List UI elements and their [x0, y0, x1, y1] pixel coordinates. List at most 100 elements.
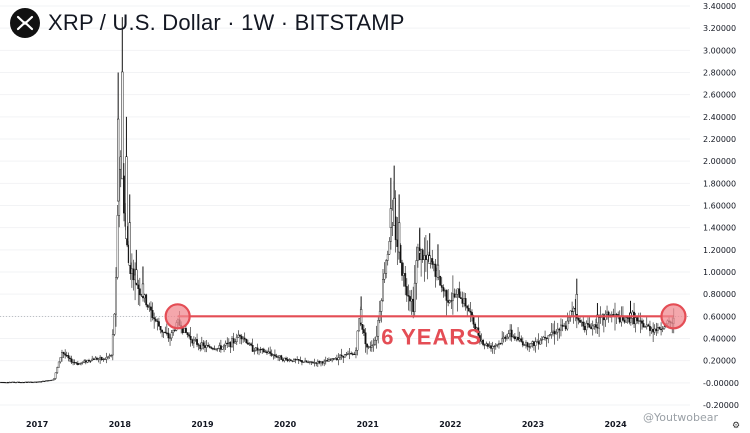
candle-body — [153, 317, 156, 320]
candle-body — [663, 326, 666, 329]
candle-body — [523, 344, 526, 346]
candle-body — [566, 320, 569, 330]
candle-body — [48, 380, 51, 382]
candle-spike-body — [121, 71, 124, 180]
candle-body — [253, 350, 256, 352]
candle-body — [197, 344, 200, 346]
candle-body — [606, 311, 608, 315]
candle-body — [424, 255, 427, 260]
candle-body — [218, 345, 221, 349]
candle-body — [661, 328, 664, 330]
candle-body — [626, 317, 629, 319]
candle-body — [348, 353, 351, 355]
candle-body — [103, 358, 106, 360]
candle-body — [339, 354, 341, 358]
candle-body — [653, 328, 656, 333]
candle-body — [45, 380, 47, 382]
candle-body — [75, 362, 78, 364]
candle-body — [385, 260, 388, 274]
candle-body — [30, 381, 33, 383]
candle-body — [509, 329, 512, 334]
candle-body — [466, 305, 469, 309]
candle-body — [350, 353, 353, 355]
candle-body — [130, 268, 133, 274]
candle-body — [192, 339, 195, 344]
candle-body — [321, 361, 324, 364]
candle-body — [277, 356, 279, 358]
candle-body — [501, 338, 504, 344]
candle-body — [504, 336, 507, 339]
candle-spike-body — [397, 222, 401, 253]
candle-body — [388, 241, 391, 255]
candle-body — [205, 345, 208, 348]
candle-body — [102, 358, 105, 361]
y-tick-label: 3.00000 — [703, 46, 736, 55]
candle-body — [247, 342, 249, 345]
candle-body — [552, 330, 554, 333]
candle-body — [542, 336, 545, 340]
candle-body — [415, 260, 418, 284]
candle-body — [221, 346, 224, 350]
candle-body — [194, 339, 197, 341]
candle-body — [69, 357, 71, 360]
candle-body — [593, 324, 596, 327]
candle-body — [116, 215, 119, 278]
candle-body — [537, 341, 540, 345]
candle-body — [313, 362, 316, 364]
candle-body — [100, 356, 103, 360]
candle-body — [329, 359, 332, 361]
candle-body — [332, 358, 335, 360]
candle-body — [215, 348, 218, 350]
candle-body — [642, 323, 645, 328]
candle-body — [580, 321, 583, 323]
candle-body — [394, 216, 397, 241]
x-tick-label: 2022 — [439, 420, 461, 429]
candle-body — [548, 334, 551, 336]
candle-body — [540, 339, 543, 341]
candle-body — [461, 298, 464, 304]
candle-body — [382, 279, 384, 301]
candle-body — [248, 343, 251, 345]
candle-body — [386, 254, 389, 261]
candle-body — [440, 285, 443, 288]
candle-body — [26, 381, 28, 383]
candle-body — [46, 380, 49, 382]
candle-body — [323, 360, 326, 364]
y-tick-label: 2.20000 — [703, 135, 736, 144]
gear-icon[interactable]: ⚙ — [732, 420, 741, 430]
candles — [0, 17, 675, 384]
candle-spike-body — [125, 156, 128, 240]
candle-spike-body — [418, 250, 421, 254]
y-tick-label: 2.80000 — [703, 69, 736, 78]
candle-body — [21, 381, 24, 384]
candle-body — [444, 290, 446, 292]
candle-body — [289, 359, 292, 361]
candle-body — [18, 381, 20, 383]
candle-body — [463, 298, 465, 304]
candle-body — [547, 335, 550, 340]
candle-body — [402, 273, 405, 276]
candle-body — [62, 352, 65, 355]
candle-body — [485, 343, 488, 346]
candle-body — [483, 344, 486, 346]
candle-body — [564, 325, 567, 330]
candle-body — [219, 345, 222, 350]
x-tick-label: 2017 — [26, 420, 48, 429]
candle-body — [123, 175, 125, 214]
candle-body — [7, 382, 9, 384]
candle-spike-body — [596, 314, 599, 324]
candle-body — [13, 381, 16, 383]
candle-body — [274, 354, 276, 357]
candle-body — [267, 351, 270, 354]
candle-body — [239, 334, 241, 337]
candle-body — [172, 329, 175, 334]
candle-body — [49, 379, 52, 382]
candle-body — [227, 341, 230, 344]
candle-body — [590, 326, 593, 330]
candle-body — [442, 287, 445, 292]
candle-body — [76, 363, 79, 365]
candle-body — [34, 381, 36, 383]
candle-body — [196, 339, 198, 345]
candle-body — [459, 297, 462, 299]
